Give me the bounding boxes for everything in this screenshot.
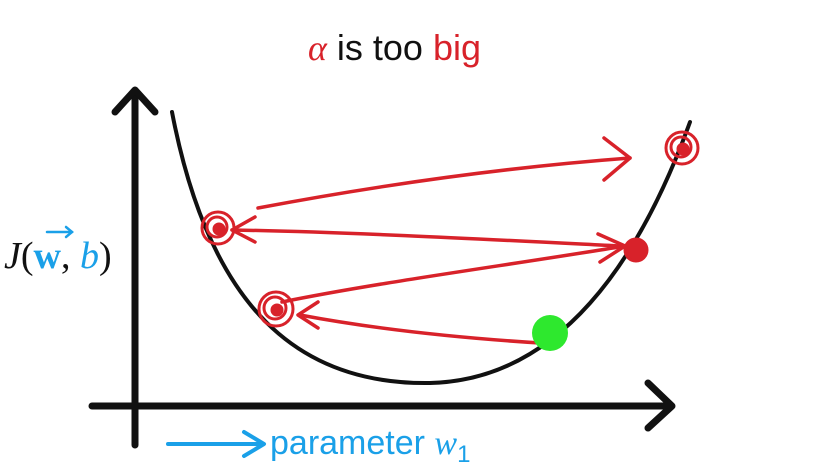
y-label-j: J [4,235,23,277]
y-label-b: b [80,235,99,277]
step-arrows [230,136,632,345]
x-label-w: w [434,425,457,462]
step-arrow-2 [280,244,627,304]
x-label-parameter: parameter [270,424,434,462]
title-big: big [433,27,481,68]
circled-point-icon [200,210,236,246]
x-axis-label: parameter w1 [270,424,470,466]
y-label-open: ( [21,235,34,277]
y-axis-label: J(w, b) [4,235,112,277]
step-arrow-3 [230,228,622,248]
title: α is too big [308,27,481,68]
y-label-close: ) [99,235,112,277]
title-alpha: α [308,28,328,68]
step-points [200,130,700,328]
circled-point-icon [664,130,700,166]
step-arrow-1 [298,313,542,345]
y-label-w: w [34,235,62,277]
title-middle: is too [327,27,433,68]
blue-right-arrow-icon [166,430,266,458]
y-label-comma: , [61,235,80,277]
y-axis [111,86,159,449]
circled-point-icon [257,290,295,328]
vector-arrow-icon [45,225,74,239]
green-dot-icon [532,315,568,351]
x-label-subscript: 1 [457,441,470,466]
step-arrow-4 [256,156,632,210]
right-arrow-icon [644,379,676,432]
up-arrow-icon [111,86,159,116]
x-axis [88,379,676,432]
circled-point-icon [623,237,649,263]
